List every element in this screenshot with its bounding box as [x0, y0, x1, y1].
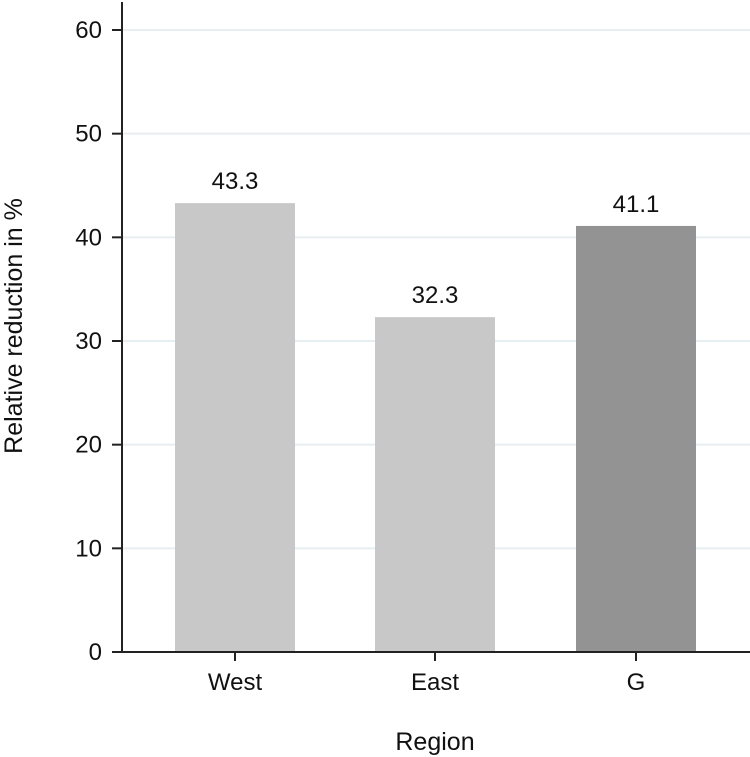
data-labels: 43.3 32.3 41.1: [212, 168, 660, 309]
y-tick-label: 50: [75, 121, 102, 148]
data-label-g: 41.1: [613, 191, 660, 218]
bar-east: [375, 317, 495, 652]
bars: [175, 203, 696, 652]
bar-g: [576, 225, 696, 652]
bar-west: [175, 203, 295, 652]
y-axis-title: Relative reduction in %: [0, 198, 28, 454]
x-category-labels: West East G: [208, 669, 645, 696]
category-label-g: G: [627, 669, 646, 696]
y-tick-label: 20: [75, 432, 102, 459]
y-tick-label: 60: [75, 17, 102, 44]
y-tick-label: 30: [75, 328, 102, 355]
category-label-west: West: [208, 669, 263, 696]
category-label-east: East: [411, 669, 459, 696]
y-tick-labels: 0 10 20 30 40 50 60: [75, 17, 102, 666]
data-label-east: 32.3: [412, 282, 459, 309]
data-label-west: 43.3: [212, 168, 259, 195]
x-axis-title: Region: [395, 728, 474, 756]
y-tick-label: 0: [89, 639, 102, 666]
y-tick-label: 10: [75, 535, 102, 562]
y-tick-label: 40: [75, 224, 102, 251]
axes: [112, 2, 750, 661]
